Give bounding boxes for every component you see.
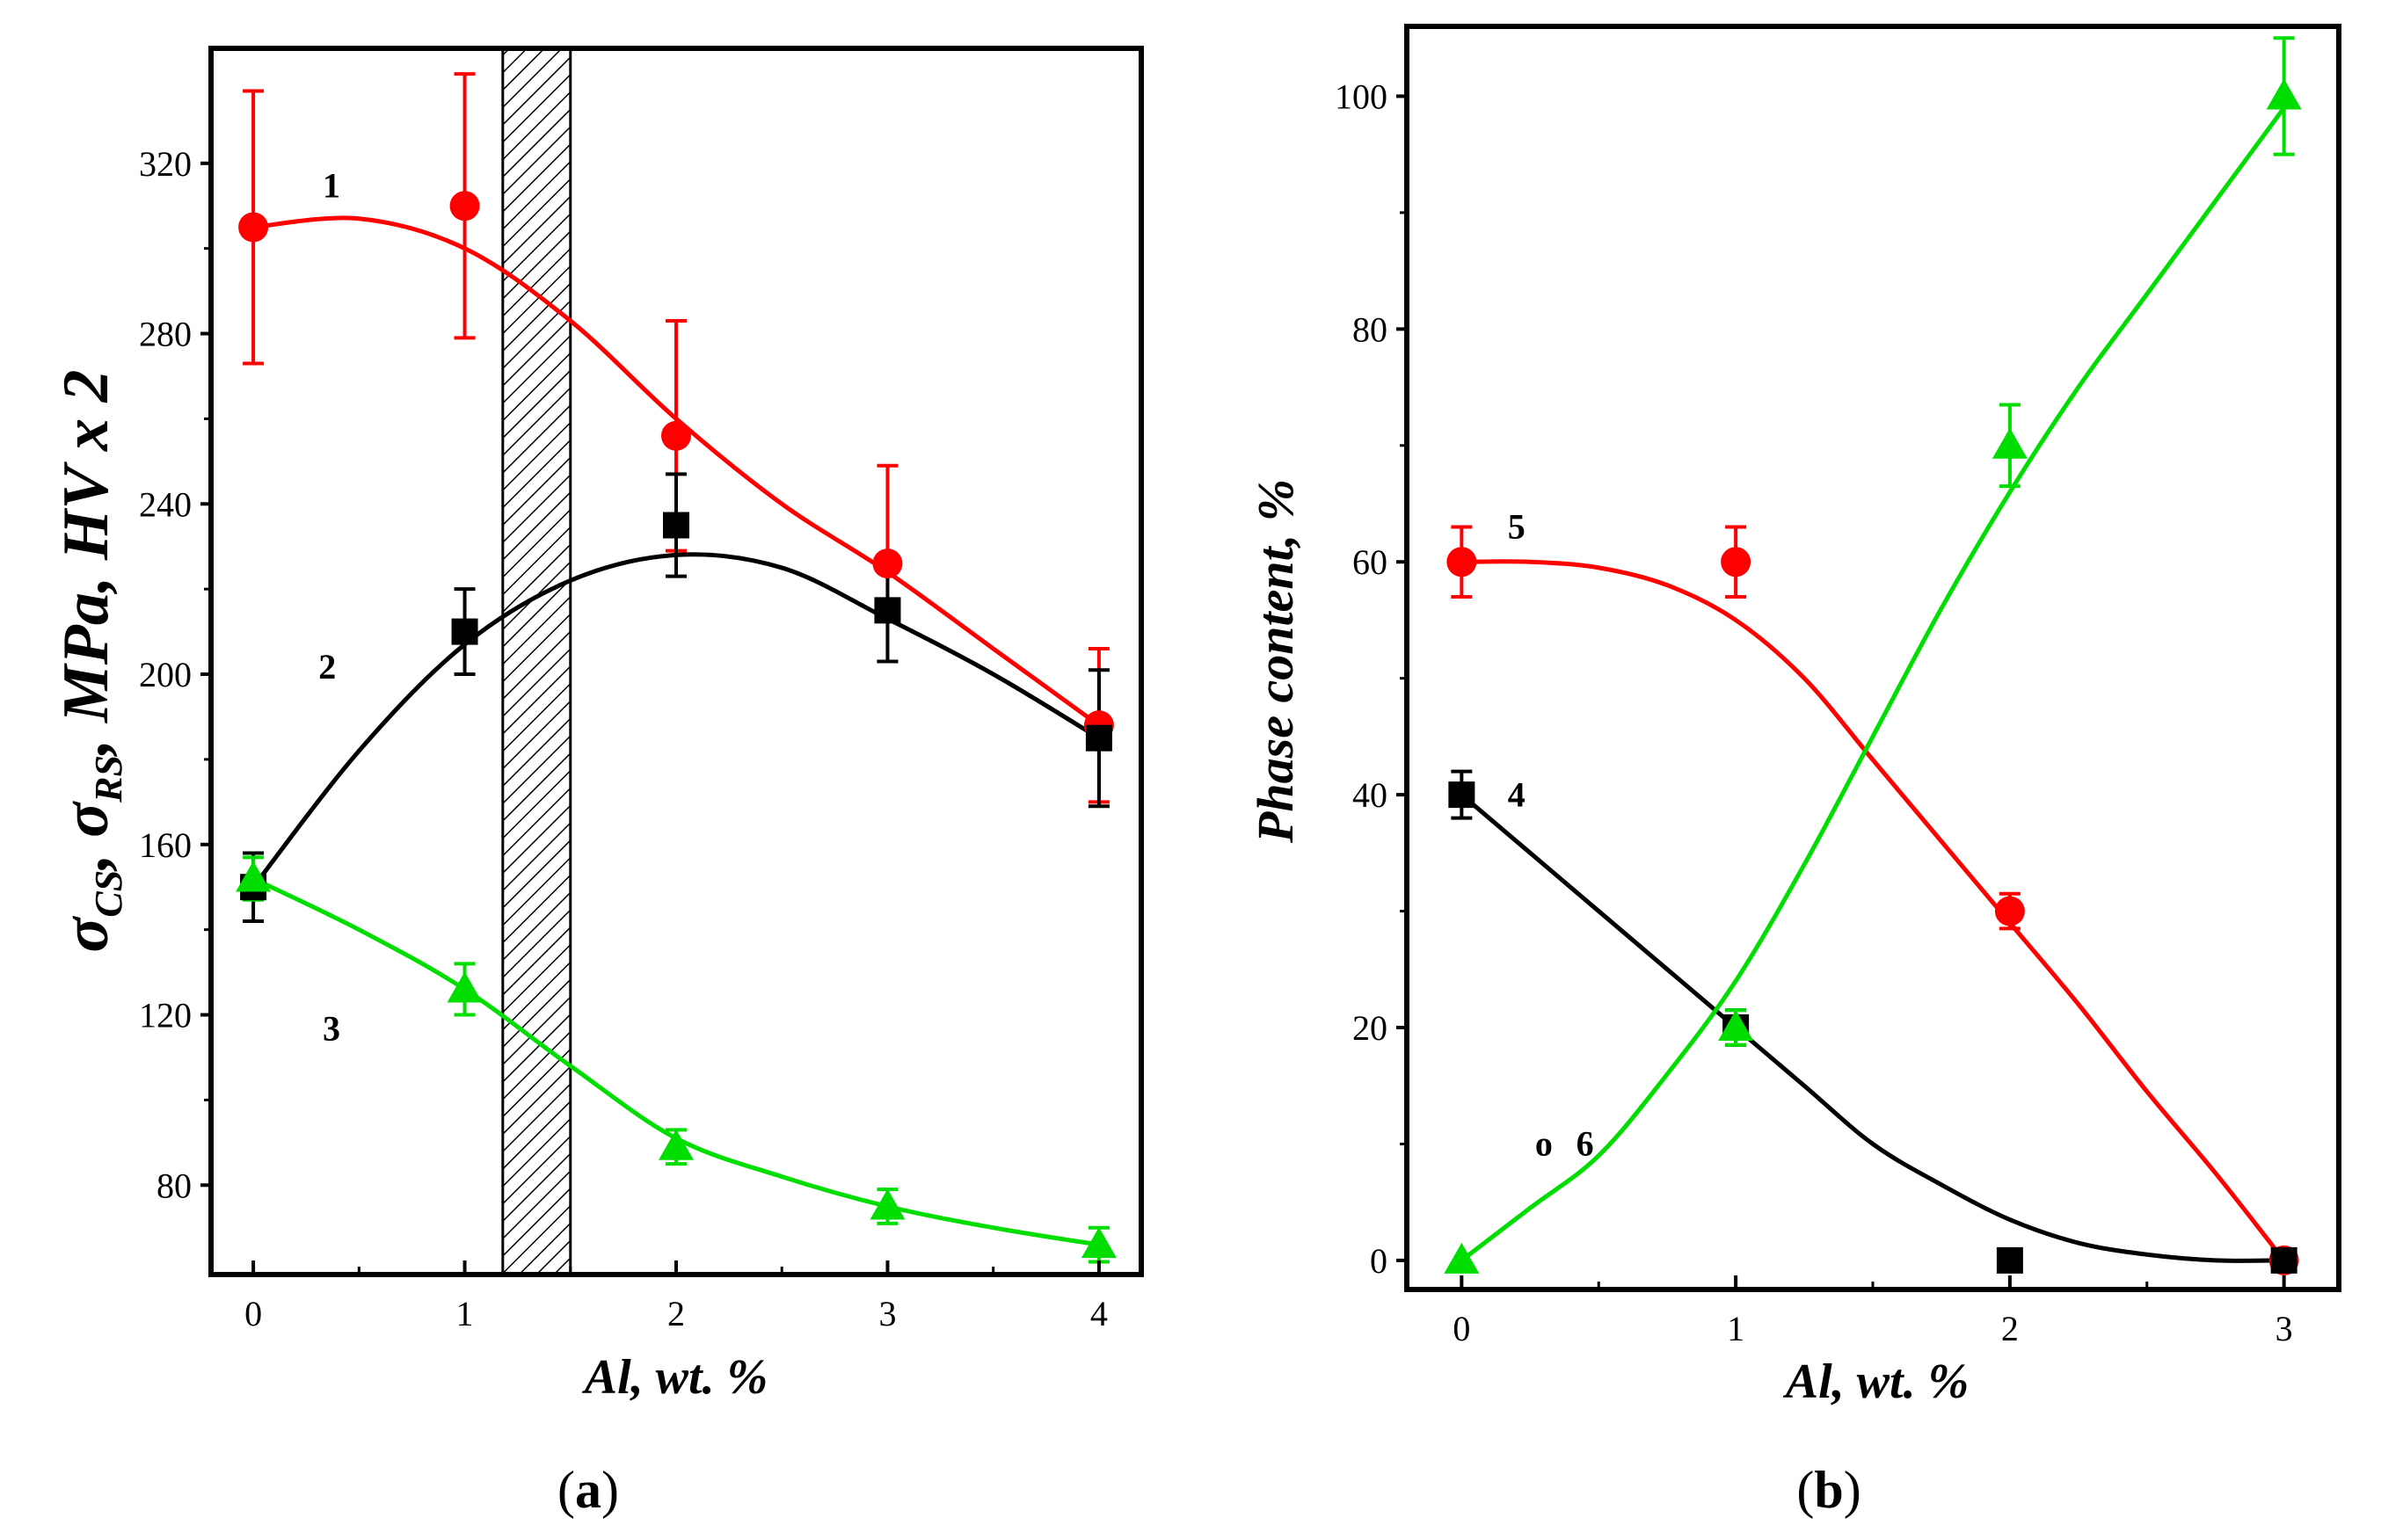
panel-a-caption: (a) bbox=[557, 1461, 619, 1519]
series-3-point bbox=[870, 1188, 906, 1220]
series-3-fit-line bbox=[252, 876, 1100, 1247]
panel-b-y-tick-label: 100 bbox=[1335, 76, 1387, 116]
series-5-point bbox=[1446, 547, 1477, 578]
series-1-point bbox=[661, 420, 691, 451]
panel-b-chart: 0 1 2 3 0 20 40 60 80 100 5 4 6o Al, wt. % Phase co… bbox=[1247, 24, 2341, 1519]
series-4-point bbox=[2270, 1246, 2297, 1274]
panel-b-plot-frame bbox=[1404, 24, 2341, 1292]
series-6-point bbox=[1718, 1010, 1754, 1042]
panel-b-caption: (b) bbox=[1796, 1461, 1861, 1519]
panel-a-x-tick-label: 0 bbox=[244, 1294, 262, 1333]
series-5-fit-line bbox=[1461, 559, 2286, 1262]
panel-b-x-tick-label: 2 bbox=[2001, 1309, 2019, 1348]
panel-a-y-tick-label: 120 bbox=[139, 996, 192, 1035]
series-3-label: 3 bbox=[323, 1009, 340, 1049]
series-3-point bbox=[447, 971, 483, 1003]
series-2-point bbox=[663, 512, 689, 539]
series-2-label: 2 bbox=[318, 647, 336, 686]
series-4-label: 4 bbox=[1508, 774, 1526, 814]
panel-b-x-tick-label: 1 bbox=[1727, 1309, 1744, 1348]
series-4-point bbox=[1996, 1246, 2023, 1274]
series-6-stray-label: o bbox=[1535, 1124, 1553, 1164]
series-6-fit-line bbox=[1460, 106, 2286, 1262]
panel-a-x-tick-label: 2 bbox=[667, 1294, 685, 1333]
series-3-point bbox=[659, 1129, 694, 1160]
panel-b-x-tick-label: 0 bbox=[1453, 1309, 1470, 1348]
series-6-point bbox=[1992, 427, 2028, 459]
series-6-label: 6 bbox=[1577, 1124, 1594, 1164]
series-5-point bbox=[1721, 547, 1751, 578]
panel-b-y-tick-label: 80 bbox=[1352, 309, 1387, 349]
series-3-point bbox=[1081, 1227, 1117, 1259]
panel-a-x-tick-label: 1 bbox=[456, 1294, 474, 1333]
panel-a-y-tick-label: 200 bbox=[139, 655, 192, 694]
series-2-point bbox=[874, 597, 901, 624]
series-4-point bbox=[1448, 781, 1475, 809]
panel-a-shaded-band bbox=[501, 47, 572, 1276]
panel-b-y-tick-label: 60 bbox=[1352, 542, 1387, 582]
panel-b-x-tick-label: 3 bbox=[2276, 1309, 2293, 1348]
panel-a-y-tick-label: 80 bbox=[157, 1166, 192, 1205]
series-6-point bbox=[2266, 78, 2302, 110]
panel-b-y-axis-label: Phase content, % bbox=[1247, 479, 1304, 844]
series-1-point bbox=[449, 191, 480, 222]
series-2-point bbox=[1085, 724, 1112, 752]
series-2-point bbox=[451, 618, 478, 645]
panel-a-y-axis-label: σCS, σRS, MPa, HV x 2 bbox=[50, 369, 130, 952]
panel-a-plot-frame bbox=[208, 46, 1144, 1277]
series-3-point bbox=[236, 861, 272, 892]
panel-a-x-tick-label: 4 bbox=[1090, 1294, 1108, 1333]
series-1-label: 1 bbox=[323, 166, 340, 206]
series-1-point bbox=[238, 212, 269, 243]
series-2-fit-line bbox=[251, 552, 1101, 889]
panel-a-y-tick-label: 280 bbox=[139, 315, 192, 354]
panel-b-y-tick-label: 0 bbox=[1370, 1241, 1387, 1281]
panel-a-y-tick-label: 320 bbox=[139, 144, 192, 184]
panel-b-y-tick-label: 20 bbox=[1352, 1008, 1387, 1048]
panel-b-x-axis-label: Al, wt. % bbox=[1783, 1355, 1969, 1409]
series-5-point bbox=[1994, 896, 2025, 926]
panel-a-x-tick-label: 3 bbox=[878, 1294, 896, 1333]
panel-a-y-tick-label: 160 bbox=[139, 825, 192, 865]
panel-b-y-tick-label: 40 bbox=[1352, 775, 1387, 815]
series-4-fit-line bbox=[1460, 793, 2284, 1263]
series-6-point bbox=[1444, 1242, 1480, 1274]
series-5-label: 5 bbox=[1508, 507, 1526, 547]
panel-a-x-axis-label: Al, wt. % bbox=[582, 1350, 768, 1405]
panel-a-y-tick-label: 240 bbox=[139, 484, 192, 524]
series-1-point bbox=[872, 548, 903, 579]
